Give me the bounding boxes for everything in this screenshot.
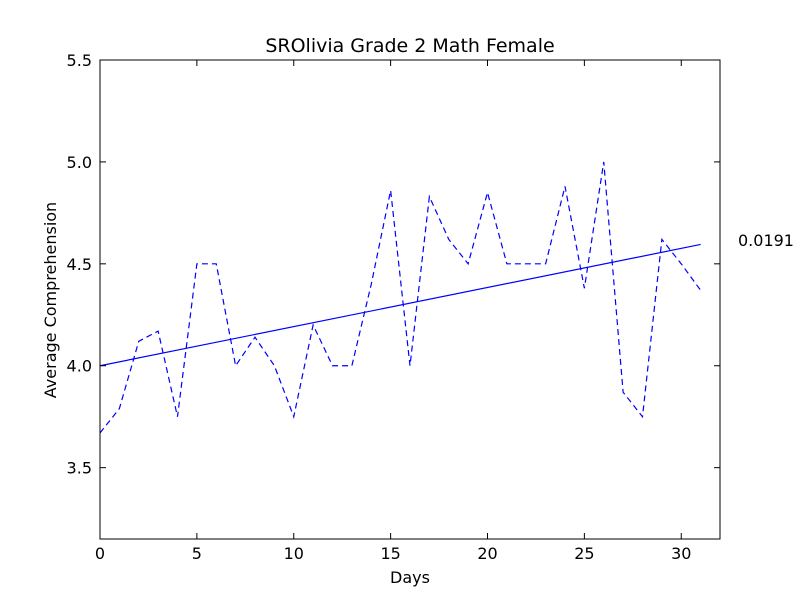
x-tick-label: 0 [95,544,105,563]
slope-annotation: 0.0191 [738,231,794,250]
y-axis-label: Average Comprehension [41,202,60,398]
x-tick-label: 25 [574,544,594,563]
y-tick-label: 4.0 [67,357,92,376]
y-tick-label: 5.5 [67,51,92,70]
series-line-daily [99,161,702,434]
chart-title: SROlivia Grade 2 Math Female [265,35,554,57]
plot-area [99,161,702,434]
x-tick-label: 15 [380,544,400,563]
x-tick-label: 30 [671,544,691,563]
x-tick-label: 20 [477,544,497,563]
y-tick-label: 5.0 [67,153,92,172]
y-tick-label: 4.5 [67,255,92,274]
y-axis: 3.5 4.0 4.5 5.0 5.5 [67,51,720,478]
plot-frame [99,59,721,540]
x-axis: 0 5 10 15 20 25 30 [95,60,691,563]
x-tick-label: 10 [284,544,304,563]
y-tick-label: 3.5 [67,459,92,478]
x-tick-label: 5 [192,544,202,563]
trend-line [99,243,701,367]
x-axis-label: Days [390,568,430,587]
